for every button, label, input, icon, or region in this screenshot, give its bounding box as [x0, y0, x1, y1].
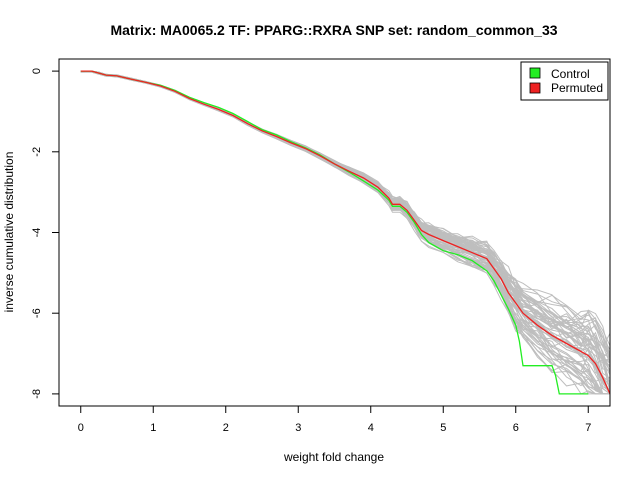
x-tick-label: 0: [78, 422, 84, 434]
chart-title: Matrix: MA0065.2 TF: PPARG::RXRA SNP set…: [110, 22, 557, 38]
x-tick-label: 4: [368, 422, 374, 434]
series-line-permuted: [80, 70, 611, 395]
x-tick-label: 1: [150, 422, 156, 434]
y-tick-label: -8: [31, 389, 43, 399]
x-tick-label: 2: [223, 422, 229, 434]
x-tick-label: 5: [440, 422, 446, 434]
x-axis: 0 1 2 3 4 5 6 7: [78, 405, 591, 434]
legend-label-control: Control: [551, 67, 590, 81]
y-axis: 0 -2 -4 -6 -8: [31, 68, 60, 399]
y-tick-label: 0: [31, 68, 43, 74]
series-line-control: [80, 70, 589, 395]
legend: Control Permuted: [520, 61, 609, 101]
x-tick-label: 7: [585, 422, 591, 434]
y-tick-label: -4: [31, 228, 43, 238]
legend-label-permuted: Permuted: [551, 81, 603, 95]
y-tick-label: -2: [31, 147, 43, 157]
x-tick-label: 6: [513, 422, 519, 434]
series-layer: [80, 70, 611, 395]
x-tick-label: 3: [295, 422, 301, 434]
x-axis-label: weight fold change: [283, 450, 384, 464]
legend-swatch-permuted: [529, 82, 541, 94]
y-tick-label: -6: [31, 308, 43, 318]
y-axis-label: inverse cumulative distribution: [2, 152, 16, 313]
legend-swatch-control: [529, 67, 541, 79]
